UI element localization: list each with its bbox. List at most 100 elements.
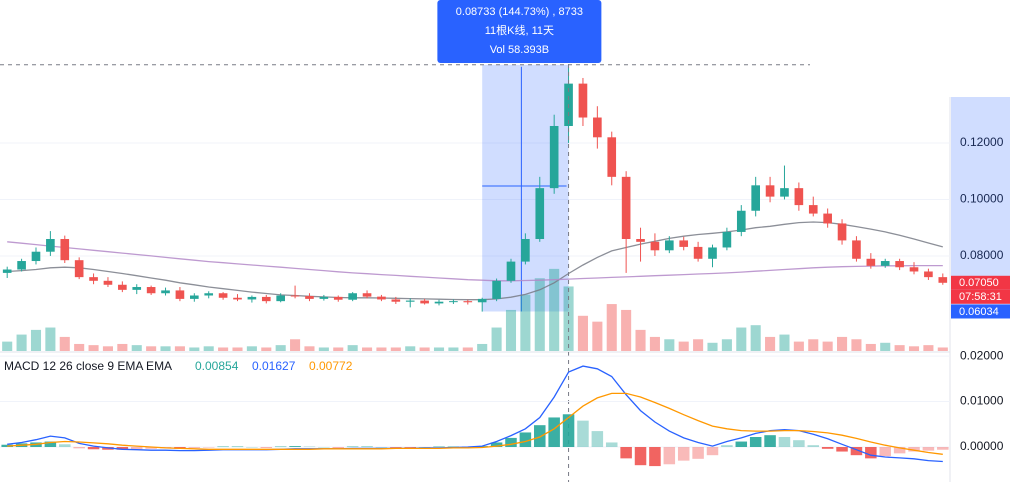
volume-bar: [765, 336, 776, 351]
candle-body: [880, 261, 890, 266]
candle-body: [780, 188, 789, 197]
volume-bar: [865, 343, 876, 351]
candle-body: [31, 251, 41, 262]
macd-histogram-bar: [908, 447, 920, 452]
volume-bar: [232, 347, 243, 351]
macd-histogram-bar: [893, 447, 906, 454]
countdown-badge: 07:58:31: [951, 289, 1010, 304]
macd-histogram-bar: [346, 446, 359, 448]
candle-body: [765, 185, 775, 197]
volume-bar: [433, 347, 445, 351]
macd-histogram-bar: [620, 447, 632, 459]
macd-histogram-bar: [303, 446, 316, 448]
volume-bar: [275, 345, 286, 351]
candle-body: [837, 223, 847, 241]
candle-body: [319, 296, 329, 299]
volume-bar: [347, 345, 358, 351]
top-right-overlay: [810, 0, 1010, 97]
moving-average: [7, 221, 943, 301]
y-tick-label: 0.01000: [960, 394, 1004, 408]
candle-body: [434, 301, 444, 304]
volume-bar: [246, 346, 257, 351]
volume-bar: [203, 346, 214, 351]
candle-body: [74, 260, 84, 278]
candle-body: [290, 295, 300, 297]
volume-bar: [808, 339, 819, 351]
macd-histogram-bar: [318, 447, 330, 448]
volume-bar: [131, 345, 142, 351]
macd-histogram-bar: [937, 447, 949, 450]
volume-bar: [549, 268, 560, 351]
macd-histogram-bar: [332, 447, 345, 448]
volume-bar: [721, 339, 732, 351]
candle-body: [391, 299, 401, 302]
volume-bar: [477, 343, 488, 351]
macd-histogram-bar: [390, 447, 402, 448]
volume-bar: [606, 304, 617, 351]
volume-bar: [851, 339, 862, 351]
candle-body: [46, 238, 55, 252]
candle-body: [218, 293, 228, 298]
macd-histogram-bar: [44, 441, 57, 447]
volume-bar: [664, 339, 675, 351]
candle-body: [2, 269, 12, 273]
volume-bar: [592, 321, 603, 351]
volume-bar: [534, 278, 545, 351]
macd-histogram-bar: [87, 447, 100, 450]
volume-bar: [304, 346, 315, 351]
volume-bar: [923, 345, 934, 351]
volume-bar: [707, 342, 718, 351]
candle-body: [593, 117, 602, 138]
candle-body: [794, 188, 804, 206]
macd-histogram-bar: [879, 447, 891, 457]
candle-body: [118, 284, 127, 290]
candle-body: [449, 301, 458, 303]
tooltip-line: Vol 58.393B: [490, 44, 549, 56]
macd-histogram-bar: [519, 432, 532, 447]
macd-histogram-bar: [721, 445, 733, 447]
volume-bar: [45, 327, 56, 351]
macd-histogram-bar: [188, 447, 201, 448]
volume-bar: [290, 339, 301, 351]
macd-histogram-bar: [922, 447, 935, 451]
macd-histogram-bar: [73, 447, 85, 449]
macd-legend-value: 0.01627: [252, 359, 296, 373]
candle-body: [665, 240, 674, 251]
volume-bar: [894, 345, 905, 351]
candle-body: [405, 300, 415, 302]
candle-body: [521, 238, 530, 262]
macd-histogram-bar: [145, 447, 157, 449]
macd-line: [7, 392, 943, 455]
macd-histogram-bar: [605, 442, 618, 447]
volume-bar: [390, 347, 401, 351]
volume-bar: [318, 347, 329, 351]
volume-bar: [74, 343, 85, 351]
candle-body: [103, 280, 113, 285]
candle-body: [708, 247, 717, 259]
volume-bar: [635, 329, 646, 351]
macd-histogram-bar: [677, 447, 690, 461]
macd-histogram-bar: [404, 447, 416, 448]
candle-body: [621, 176, 631, 239]
volume-bar: [937, 347, 948, 351]
macd-histogram-bar: [505, 437, 517, 447]
candle-body: [333, 296, 343, 300]
volume-bar: [376, 347, 387, 351]
candle-body: [650, 241, 660, 251]
candle-body: [161, 290, 170, 294]
volume-bar: [59, 336, 70, 351]
candle-body: [636, 238, 645, 242]
candle-body: [895, 261, 904, 268]
macd-legend-value: 0.00772: [309, 359, 353, 373]
candle-body: [377, 296, 386, 300]
candle-body: [578, 83, 588, 118]
macd-histogram-bar: [289, 446, 301, 447]
tooltip-line: 11根K线, 11天: [485, 23, 554, 37]
volume-bar: [448, 347, 459, 351]
macd-histogram-bar: [202, 447, 215, 448]
macd-histogram-bar: [865, 447, 877, 459]
volume-bar: [779, 334, 790, 351]
volume-bar: [2, 341, 13, 351]
macd-legend-value: 0.00854: [195, 359, 239, 373]
